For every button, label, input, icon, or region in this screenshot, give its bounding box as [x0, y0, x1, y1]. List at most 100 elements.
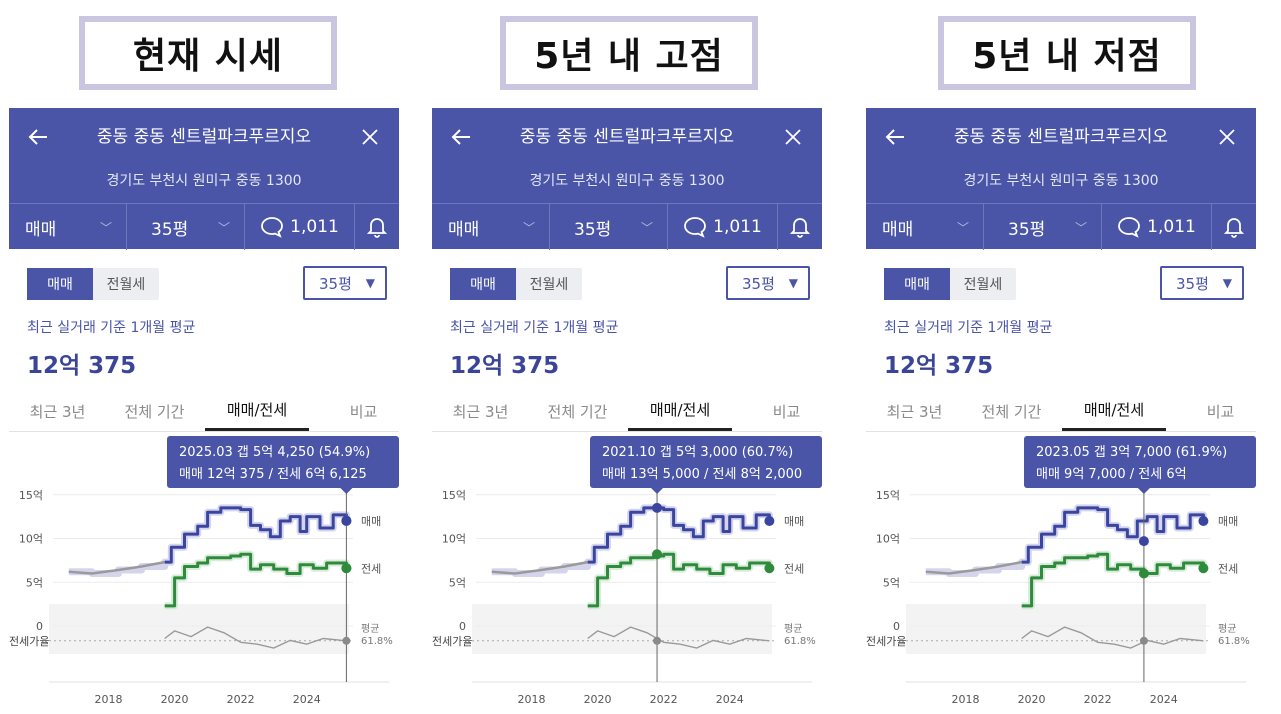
apartment-title: 중동 중동 센트럴파크푸르지오: [96, 127, 312, 147]
arrow-left-icon: [451, 129, 470, 145]
trade-type-label: 매매: [882, 219, 914, 240]
toggle-sale[interactable]: 매매: [450, 268, 516, 300]
toggle-rent[interactable]: 전월세: [106, 277, 146, 293]
back-button[interactable]: [21, 120, 55, 154]
area-select-value: 35평: [319, 274, 352, 293]
tooltip-pointer: [651, 488, 664, 494]
chevron-down-icon: ﹀: [640, 221, 653, 235]
app-header: 중동 중동 센트럴파크푸르지오 경기도 부천시 원미구 중동 1300 매매 ﹀…: [432, 108, 822, 250]
comment-icon: [684, 217, 707, 238]
tooltip-box: [1024, 436, 1256, 488]
current-price: 12억 375: [27, 353, 137, 379]
cursor-ratio-point: [1139, 636, 1148, 645]
y-tick-label: 10억: [442, 533, 466, 546]
x-tick-label: 2024: [1150, 693, 1178, 706]
caption-current-price: 현재 시세: [79, 16, 337, 90]
property-panel: 중동 중동 센트럴파크푸르지오 경기도 부천시 원미구 중동 1300 매매 ﹀…: [432, 108, 822, 714]
caption-5y-high: 5년 내 고점: [500, 16, 758, 90]
ratio-avg-value: 61.8%: [361, 636, 393, 647]
y-tick-label: 15억: [876, 489, 900, 502]
cursor-sale-point: [1138, 536, 1149, 547]
tab-all-period[interactable]: 전체 기간: [981, 402, 1042, 421]
area-select[interactable]: 35평 ▼: [726, 266, 810, 300]
tab-recent-3y[interactable]: 최근 3년: [886, 402, 943, 421]
jeonse-series-label: 전세: [784, 562, 804, 575]
tooltip-line-1: 2023.05 갭 3억 7,000 (61.9%): [1036, 445, 1227, 460]
tab-compare[interactable]: 비교: [772, 402, 801, 421]
comments-button[interactable]: 1,011: [245, 204, 355, 250]
cursor-jeonse-point: [652, 549, 663, 560]
back-button[interactable]: [444, 120, 478, 154]
sale-line-early: [925, 560, 1022, 575]
trade-type-dropdown[interactable]: 매매 ﹀: [432, 204, 550, 250]
sale-end-point[interactable]: [764, 516, 775, 526]
toggle-rent[interactable]: 전월세: [963, 277, 1003, 293]
area-dropdown[interactable]: 35평 ﹀: [550, 204, 668, 250]
x-tick-label: 2020: [1018, 693, 1046, 706]
x-tick-label: 2022: [1084, 693, 1112, 706]
y-tick-label: 0: [459, 620, 466, 633]
tab-all-period[interactable]: 전체 기간: [124, 402, 185, 421]
tab-compare[interactable]: 비교: [1206, 402, 1235, 421]
area-select[interactable]: 35평 ▼: [1160, 266, 1244, 300]
x-tick-label: 2018: [94, 693, 122, 706]
sale-line-early: [68, 560, 165, 575]
tab-all-period[interactable]: 전체 기간: [547, 402, 608, 421]
jeonse-series-label: 전세: [1218, 562, 1238, 575]
area-select[interactable]: 35평 ▼: [303, 266, 387, 300]
area-dropdown[interactable]: 35평 ﹀: [984, 204, 1102, 250]
alert-button[interactable]: [778, 204, 822, 250]
jeonse-end-point[interactable]: [764, 563, 775, 574]
tab-recent-3y[interactable]: 최근 3년: [29, 402, 86, 421]
comment-count: 1,011: [713, 217, 762, 237]
bell-icon: [367, 218, 387, 238]
tab-recent-3y[interactable]: 최근 3년: [452, 402, 509, 421]
trade-toggle: 매매 전월세: [450, 268, 582, 300]
ratio-band: [49, 604, 349, 654]
alert-button[interactable]: [1212, 204, 1256, 250]
tab-compare[interactable]: 비교: [349, 402, 378, 421]
alert-button[interactable]: [355, 204, 399, 250]
bell-icon: [1224, 218, 1244, 238]
sale-line: [1021, 506, 1205, 564]
back-button[interactable]: [878, 120, 912, 154]
trade-type-label: 매매: [25, 219, 57, 240]
area-dropdown[interactable]: 35평 ﹀: [127, 204, 245, 250]
trade-toggle: 매매 전월세: [884, 268, 1016, 300]
tab-sale-jeonse[interactable]: 매매/전세: [1062, 391, 1166, 431]
comments-button[interactable]: 1,011: [1102, 204, 1212, 250]
area-select-value: 35평: [1176, 274, 1209, 293]
property-panel: 중동 중동 센트럴파크푸르지오 경기도 부천시 원미구 중동 1300 매매 ﹀…: [9, 108, 399, 714]
arrow-left-icon: [28, 129, 47, 145]
tab-sale-jeonse[interactable]: 매매/전세: [628, 391, 732, 431]
toggle-sale[interactable]: 매매: [884, 268, 950, 300]
y-tick-label: 15억: [19, 489, 43, 502]
sale-end-point[interactable]: [1198, 516, 1209, 526]
jeonse-end-point[interactable]: [1198, 563, 1209, 574]
property-panel: 중동 중동 센트럴파크푸르지오 경기도 부천시 원미구 중동 1300 매매 ﹀…: [866, 108, 1256, 714]
x-tick-label: 2022: [227, 693, 255, 706]
close-icon: [362, 129, 378, 145]
trade-type-dropdown[interactable]: 매매 ﹀: [9, 204, 127, 250]
close-button[interactable]: [353, 120, 387, 154]
caption-5y-low: 5년 내 저점: [938, 16, 1196, 90]
comments-button[interactable]: 1,011: [668, 204, 778, 250]
trade-type-dropdown[interactable]: 매매 ﹀: [866, 204, 984, 250]
tooltip-box: [590, 436, 822, 488]
cursor-ratio-point: [342, 636, 351, 645]
toggle-sale[interactable]: 매매: [27, 268, 93, 300]
area-label: 35평: [1008, 219, 1046, 240]
close-button[interactable]: [776, 120, 810, 154]
tab-sale-jeonse[interactable]: 매매/전세: [205, 391, 309, 431]
ratio-avg-value: 61.8%: [784, 636, 816, 647]
bell-icon: [790, 218, 810, 238]
toggle-rent[interactable]: 전월세: [529, 277, 569, 293]
comment-icon: [1118, 217, 1141, 238]
close-button[interactable]: [1210, 120, 1244, 154]
tooltip-box: [167, 436, 399, 488]
ratio-avg-label: 평균: [1218, 623, 1236, 635]
address-text: 경기도 부천시 원미구 중동 1300: [106, 173, 302, 189]
